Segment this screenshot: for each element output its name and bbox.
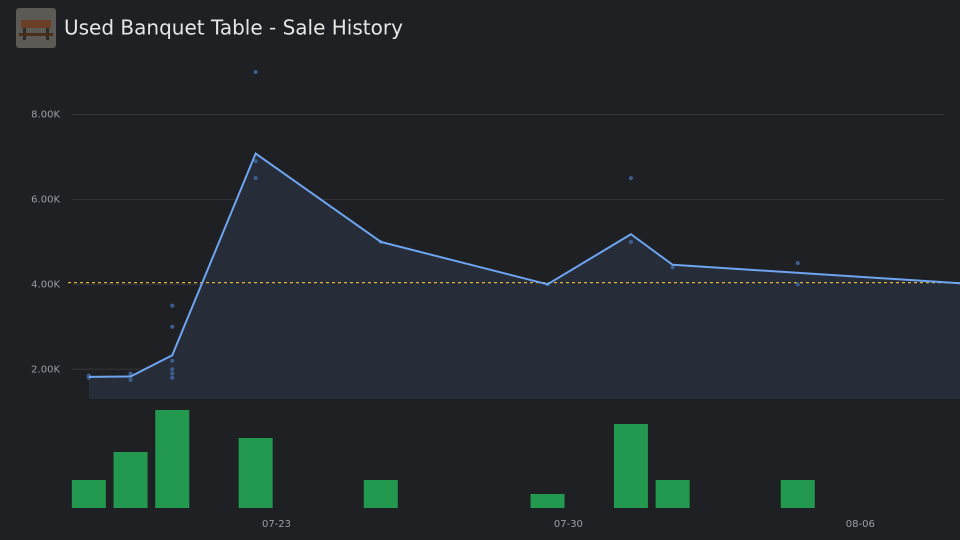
chart-title: Used Banquet Table - Sale History <box>64 16 403 40</box>
sale-dot <box>170 324 175 329</box>
y-tick-label: 4.00K <box>31 279 60 290</box>
sale-dot <box>628 176 633 181</box>
sale-dot <box>253 70 258 74</box>
sale-dot <box>795 261 800 266</box>
sale-dot <box>670 265 675 270</box>
sale-dot <box>253 159 258 164</box>
x-tick-label: 07-30 <box>554 519 583 530</box>
item-icon <box>16 8 56 48</box>
sale-dot <box>170 303 175 308</box>
volume-bar <box>363 480 398 508</box>
x-tick-label: 07-23 <box>262 519 291 530</box>
price-line <box>88 151 960 378</box>
sale-dot <box>128 377 133 382</box>
volume-bar <box>780 480 815 508</box>
sale-dot <box>170 358 175 363</box>
sale-dot <box>170 371 175 376</box>
volume-bar <box>155 410 190 508</box>
volume-bar <box>238 438 273 508</box>
volume-bar <box>71 480 106 508</box>
x-tick-label: 08-06 <box>846 519 875 530</box>
y-tick-label: 2.00K <box>31 364 60 375</box>
sale-dot <box>170 367 175 372</box>
sale-dot <box>253 176 258 181</box>
sale-dot <box>795 282 800 287</box>
volume-bar <box>530 494 565 508</box>
price-area <box>88 153 960 399</box>
volume-bar <box>113 452 148 508</box>
volume-bar <box>613 424 648 508</box>
sale-dot <box>628 239 633 244</box>
y-tick-label: 8.00K <box>31 109 60 120</box>
volume-bar <box>655 480 690 508</box>
sale-dot <box>170 375 175 380</box>
y-tick-label: 6.00K <box>31 194 60 205</box>
